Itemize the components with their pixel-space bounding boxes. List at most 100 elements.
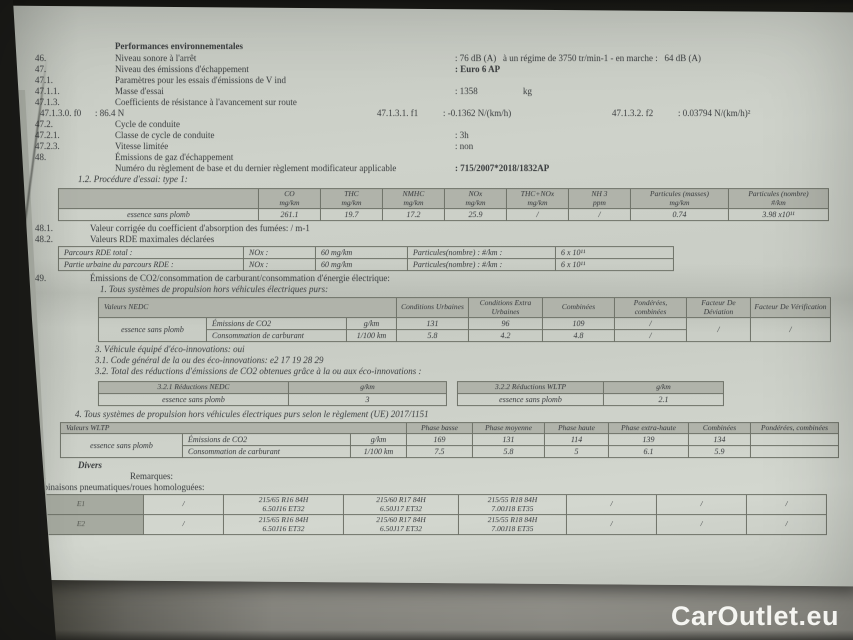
pm-value: 0.74 <box>630 208 729 221</box>
tire-slash: / <box>566 514 657 535</box>
line-tires-title: Combinaisons pneumatiques/roues homologu… <box>25 482 205 493</box>
f2-number: 47.1.3.2. f2 <box>611 108 654 119</box>
f0-number: 47.1.3.0. f0 <box>39 108 82 119</box>
line-eco-innovation: 3. Véhicule équipé d'éco-innovations: ou… <box>94 344 245 355</box>
item-number: 47.1.3. <box>34 97 60 108</box>
item-label: Cycle de conduite <box>114 119 180 130</box>
tire-combo-r16: 215/65 R16 84H 6.50J16 ET32 <box>223 494 344 515</box>
rde-table: Parcours RDE total : NOx : 60 mg/km Part… <box>58 246 674 271</box>
tire-combo-r16: 215/65 R16 84H 6.50J16 ET32 <box>223 514 344 535</box>
emissions-empty-header <box>58 188 259 209</box>
item-unit: kg <box>522 86 532 97</box>
line-48-2: 48.2. Valeurs RDE maximales déclarées <box>32 234 848 245</box>
wltp-fuel-extrahigh: 6.1 <box>608 445 689 458</box>
wltp-header-row: Valeurs WLTP Phase basse Phase moyenne P… <box>60 422 839 434</box>
document-content: Performances environnementales 46. Nivea… <box>18 27 848 577</box>
item-number: 48.2. <box>34 234 53 245</box>
nedc-co2-extraurban: 96 <box>468 317 543 330</box>
tire-combo-r17: 215/60 R17 84H 6.50J17 ET32 <box>343 514 459 535</box>
item-label: Numéro du règlement de base et du dernie… <box>114 163 397 174</box>
wltp-fuel-high: 5 <box>544 445 609 458</box>
section-title: Performances environnementales <box>114 41 244 52</box>
wltp-fuel-medium: 5.8 <box>472 445 545 458</box>
nedc-table: Valeurs NEDC Conditions Urbaines Conditi… <box>98 297 831 342</box>
wltp-reductions-header: 3.2.2 Réductions WLTP g/km <box>457 381 724 394</box>
emissions-table: CO mg/km THC mg/km NMHC mg/km NOx mg/km THC+… <box>58 188 829 221</box>
rde-limit: 60 mg/km <box>315 258 408 271</box>
nedc-co2-combined: 109 <box>542 317 615 330</box>
nedc-title: Valeurs NEDC <box>98 297 397 318</box>
rde-particles-label: Particules(nombre) : #/km : <box>407 258 556 271</box>
nedc-co2-urban: 131 <box>396 317 469 330</box>
metric-name: Consommation de carburant <box>206 329 347 342</box>
fuel-type: essence sans plomb <box>457 393 604 406</box>
wltp-reductions-row: essence sans plomb 2.1 <box>457 393 724 406</box>
thc-value: 19.7 <box>320 208 383 221</box>
item-label: Coefficients de résistance à l'avancemen… <box>114 97 297 108</box>
nmhc-value: 17.2 <box>382 208 445 221</box>
thcnox-value: / <box>506 208 569 221</box>
metric-unit: g/km <box>346 317 397 330</box>
tire-slash: / <box>656 494 747 515</box>
item-number: 47.2. <box>34 119 53 130</box>
metric-unit: 1/100 km <box>350 445 407 458</box>
line-47-1-1: 47.1.1. Masse d'essai : 1358 kg <box>32 86 848 97</box>
item-number: 49. <box>34 273 47 284</box>
tire-slash: / <box>746 494 827 515</box>
pn-value: 3.98 x10¹¹ <box>728 208 829 221</box>
nedc-col-verification: Facteur De Vérification <box>750 297 831 318</box>
nedc-header-row: Valeurs NEDC Conditions Urbaines Conditi… <box>98 297 831 318</box>
item-value: : 76 dB (A) à un régime de 3750 tr/min-1… <box>454 53 701 64</box>
wltp-co2-medium: 131 <box>472 433 545 446</box>
line-4-wltp: 4. Tous systèmes de propulsion hors véhi… <box>74 408 429 419</box>
wltp-col-high: Phase haute <box>544 422 609 434</box>
metric-unit: g/km <box>350 433 407 446</box>
wltp-fuel-weighted <box>750 445 839 458</box>
nedc-col-weighted: Pondérées, combinées <box>614 297 687 318</box>
tire-combo-r18: 215/55 R18 84H 7.00J18 ET35 <box>458 494 567 515</box>
wltp-col-combined: Combinées <box>688 422 751 434</box>
fuel-type: essence sans plomb <box>98 393 289 406</box>
wltp-co2-high: 114 <box>544 433 609 446</box>
f1-number: 47.1.3.1. f1 <box>376 108 419 119</box>
tire-slash: / <box>656 514 747 535</box>
line-52: 52. Remarques: <box>32 471 848 482</box>
wltp-co2-combined: 134 <box>688 433 751 446</box>
rde-scope: Parcours RDE total : <box>58 246 244 259</box>
nedc-col-deviation: Facteur De Déviation <box>686 297 751 318</box>
line-eco-total: 3.2. Total des réductions d'émissions de… <box>94 366 422 377</box>
f0-value: : 86.4 N <box>94 108 125 119</box>
wltp-reductions-value: 2.1 <box>603 393 724 406</box>
emissions-col-co: CO mg/km <box>258 188 321 209</box>
wltp-col-medium: Phase moyenne <box>472 422 545 434</box>
wltp-co2-weighted <box>750 433 839 446</box>
item-number: 47.2.1. <box>34 130 60 141</box>
emissions-col-nmhc: NMHC mg/km <box>382 188 445 209</box>
item-label: Masse d'essai <box>114 86 164 97</box>
fuel-type: essence sans plomb <box>98 317 207 342</box>
nedc-col-extraurban: Conditions Extra Urbaines <box>468 297 543 318</box>
line-47-2-3: 47.2.3. Vitesse limitée : non <box>32 141 848 152</box>
tire-slash: / <box>566 494 657 515</box>
item-label: Émissions de CO2/consommation de carbura… <box>89 273 390 284</box>
tire-combo-r18: 215/55 R18 84H 7.00J18 ET35 <box>458 514 567 535</box>
item-label: Niveau des émissions d'échappement <box>114 64 249 75</box>
line-regulation-number: Numéro du règlement de base et du dernie… <box>32 163 848 174</box>
f1-value: : -0.1362 N/(km/h) <box>442 108 512 119</box>
line-eco-code: 3.1. Code général de la ou des éco-innov… <box>94 355 324 366</box>
reductions-tables: 3.2.1 Réductions NEDC g/km essence sans … <box>98 381 848 406</box>
rde-particles-label: Particules(nombre) : #/km : <box>407 246 556 259</box>
item-number: 48. <box>34 152 47 163</box>
rde-pollutant: NOx : <box>243 246 316 259</box>
nedc-col-urban: Conditions Urbaines <box>396 297 469 318</box>
line-48: 48. Émissions de gaz d'échappement <box>32 152 848 163</box>
nedc-fuel-urban: 5.8 <box>396 329 469 342</box>
rde-row-total: Parcours RDE total : NOx : 60 mg/km Part… <box>58 246 674 259</box>
metric-name: Consommation de carburant <box>182 445 351 458</box>
nedc-deviation-value: / <box>686 317 751 342</box>
line-47: 47. Niveau des émissions d'échappement :… <box>32 64 848 75</box>
item-label: Émissions de gaz d'échappement <box>114 152 234 163</box>
metric-name: Émissions de CO2 <box>182 433 351 446</box>
rde-pollutant: NOx : <box>243 258 316 271</box>
item-label: Valeur corrigée du coefficient d'absorpt… <box>89 223 310 234</box>
